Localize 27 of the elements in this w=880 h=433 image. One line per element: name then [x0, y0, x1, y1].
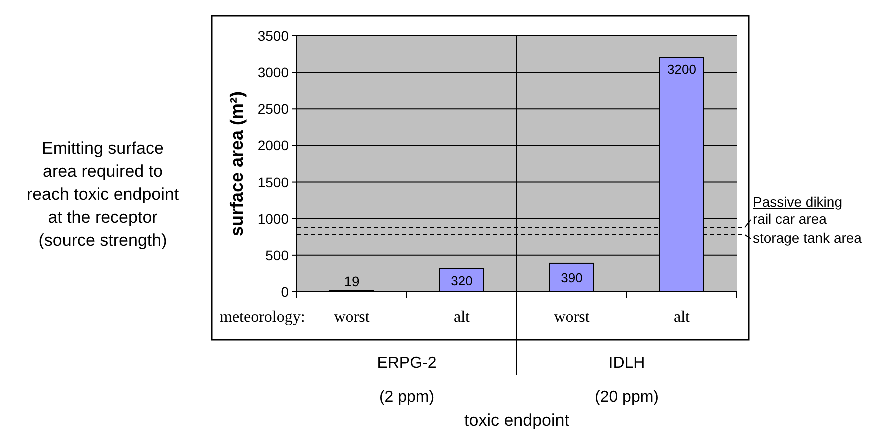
- text: toxic endpoint: [464, 411, 570, 430]
- text: ERPG-2: [377, 355, 437, 372]
- x-tick-label: alt: [454, 309, 471, 326]
- y-tick-label: 3500: [258, 28, 290, 44]
- x-tick-label: worst: [334, 309, 370, 326]
- text: IDLH: [608, 355, 646, 372]
- text: meteorology:: [220, 309, 306, 326]
- y-tick-label: 2500: [258, 101, 290, 118]
- y-tick-label: 1000: [258, 210, 290, 227]
- y-tick-label: 1500: [258, 174, 290, 190]
- y-tick-label: 0: [281, 284, 290, 300]
- x-tick-label: alt: [674, 309, 691, 326]
- text: Passive diking: [753, 194, 842, 210]
- y-tick-label: 2000: [258, 138, 290, 154]
- text: (2 ppm): [379, 389, 435, 406]
- y-tick-label: 3000: [258, 64, 290, 81]
- data-label: 320: [451, 273, 473, 288]
- y-axis-title: surface area (m²): [227, 91, 247, 237]
- y-tick-label: 500: [266, 247, 290, 264]
- text: Emitting surface area required to reach toxic endpoint at the receptor (source strength): [26, 139, 180, 250]
- data-label: 19: [344, 274, 360, 290]
- text: (20 ppm): [594, 389, 660, 406]
- x-tick-label: worst: [554, 309, 590, 326]
- ref-line-label: storage tank area: [753, 230, 862, 246]
- data-label: 390: [561, 270, 583, 286]
- data-label: 3200: [668, 62, 696, 77]
- ref-line-label: rail car area: [753, 211, 828, 227]
